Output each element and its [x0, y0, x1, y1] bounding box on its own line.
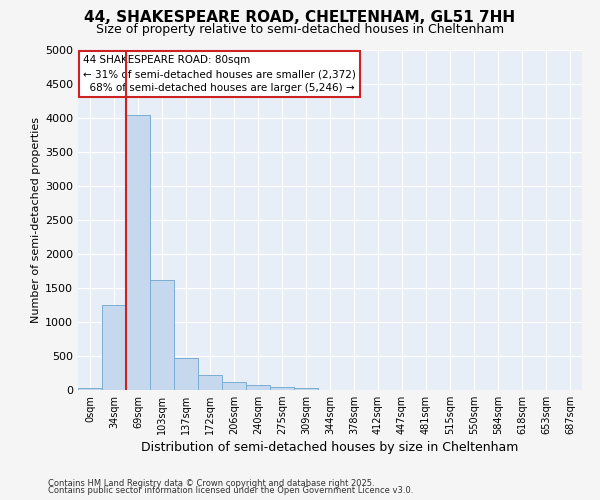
Text: 44 SHAKESPEARE ROAD: 80sqm
← 31% of semi-detached houses are smaller (2,372)
  6: 44 SHAKESPEARE ROAD: 80sqm ← 31% of semi…: [83, 55, 356, 93]
Bar: [246, 385, 270, 390]
Bar: [102, 305, 126, 390]
Bar: [174, 358, 198, 390]
Bar: [150, 280, 174, 390]
X-axis label: Distribution of semi-detached houses by size in Cheltenham: Distribution of semi-detached houses by …: [142, 442, 518, 454]
Text: Size of property relative to semi-detached houses in Cheltenham: Size of property relative to semi-detach…: [96, 22, 504, 36]
Bar: [198, 374, 222, 390]
Bar: [270, 386, 294, 390]
Text: Contains HM Land Registry data © Crown copyright and database right 2025.: Contains HM Land Registry data © Crown c…: [48, 478, 374, 488]
Bar: [78, 388, 102, 390]
Bar: [126, 114, 150, 390]
Text: 44, SHAKESPEARE ROAD, CHELTENHAM, GL51 7HH: 44, SHAKESPEARE ROAD, CHELTENHAM, GL51 7…: [85, 10, 515, 25]
Text: Contains public sector information licensed under the Open Government Licence v3: Contains public sector information licen…: [48, 486, 413, 495]
Bar: [294, 388, 318, 390]
Y-axis label: Number of semi-detached properties: Number of semi-detached properties: [31, 117, 41, 323]
Bar: [222, 382, 246, 390]
